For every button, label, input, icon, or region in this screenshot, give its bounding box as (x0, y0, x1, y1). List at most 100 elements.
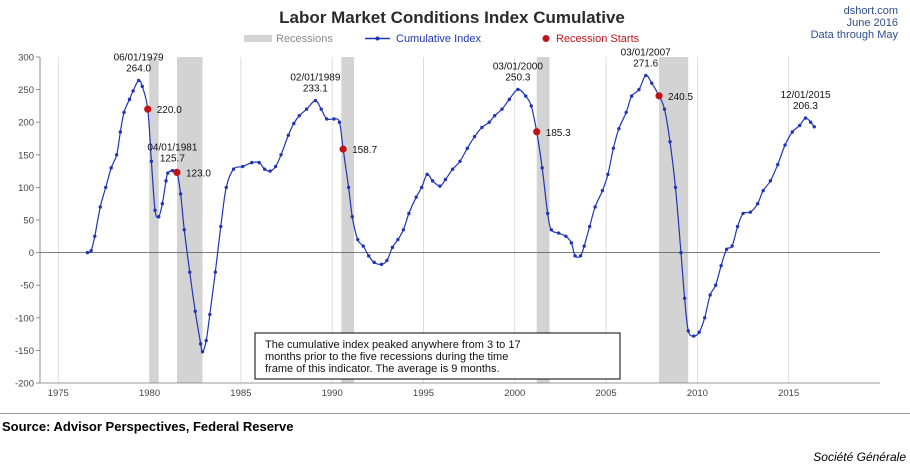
series-point (702, 316, 707, 320)
series-point (407, 211, 411, 216)
series-point (487, 120, 491, 124)
series-point (136, 78, 141, 83)
series-point (783, 143, 787, 147)
y-axis: -200 -150 -100 -50 0 50 100 150 200 250 300 (15, 53, 41, 390)
series-point (89, 248, 93, 253)
series-point (170, 168, 175, 173)
series-point (673, 185, 678, 190)
series-line-cumulative-index (87, 74, 815, 353)
series-point (450, 167, 455, 171)
series-point (224, 185, 228, 190)
legend-recession-starts-label: Recession Starts (556, 33, 640, 45)
series-point (629, 94, 634, 98)
annotation-date: 02/01/1989 (290, 73, 340, 84)
series-point (679, 250, 683, 255)
series-point (730, 244, 734, 248)
series-point (85, 250, 90, 255)
credit-text: Société Générale (813, 450, 906, 464)
series-point (319, 107, 323, 111)
x-tick-label: 1990 (322, 388, 343, 399)
annotation-date: 03/01/2007 (621, 48, 671, 59)
series-point (279, 153, 283, 157)
series-point (208, 312, 212, 317)
series-point (160, 202, 165, 206)
series-point (735, 224, 740, 229)
series-point (219, 224, 223, 229)
series-point (443, 177, 448, 182)
series-point (686, 329, 690, 333)
note-line-2: months prior to the five recessions duri… (265, 351, 508, 363)
x-tick-label: 2000 (504, 388, 525, 399)
series-point (500, 107, 504, 111)
y-tick-label: -100 (15, 313, 34, 324)
series-point (166, 171, 170, 175)
series-point (98, 205, 102, 209)
legend-recession-swatch (244, 35, 272, 42)
series-point (292, 121, 296, 126)
series-point (188, 270, 192, 274)
note-box-border (254, 332, 621, 380)
series-point (240, 164, 245, 169)
annotation-recession-value: 220.0 (157, 105, 182, 116)
annotation-value: 206.3 (793, 101, 818, 112)
series-point (140, 84, 144, 89)
source-text: Source: Advisor Perspectives, Federal Re… (2, 419, 294, 434)
legend-recessions-label: Recessions (276, 33, 333, 45)
recession-start-marker-5 (655, 92, 663, 100)
series-point (401, 228, 406, 232)
series-point (524, 94, 528, 98)
series-point (385, 258, 389, 263)
series-point (131, 89, 135, 93)
recession-band-5 (659, 57, 689, 383)
legend: Recessions Cumulative Index Recession St… (244, 33, 640, 45)
series-point (768, 179, 773, 183)
note-line-3: frame of this indicator. The average is … (265, 363, 500, 375)
series-point (529, 104, 533, 108)
annotation-date: 04/01/1981 (147, 143, 197, 154)
x-tick-label: 1985 (230, 388, 251, 399)
recession-start-marker-4 (533, 128, 541, 136)
annotation-value: 233.1 (303, 84, 328, 95)
y-tick-label: -150 (15, 346, 34, 357)
series-point (761, 188, 765, 193)
series-point (662, 107, 667, 111)
series-point (337, 120, 342, 124)
series-point (346, 185, 351, 190)
series-point (540, 166, 544, 170)
series-point (593, 205, 597, 209)
series-point (396, 237, 400, 242)
series-point (118, 130, 123, 134)
y-tick-label: 250 (18, 85, 34, 96)
series-point (458, 159, 462, 164)
series-point (324, 117, 329, 121)
series-point (268, 169, 272, 173)
series-point (178, 192, 183, 196)
x-tick-label: 1975 (48, 388, 69, 399)
series-point (286, 133, 291, 137)
annotation-recession-value: 158.7 (352, 145, 377, 156)
series-point (564, 234, 568, 238)
annotation-recession-value: 240.5 (668, 92, 693, 103)
chart-frame: 06/01/1979 264.0 220.0 04/01/1981 125.7 123.0… (14, 5, 899, 399)
y-tick-label: 150 (18, 150, 34, 161)
series-point (637, 87, 641, 92)
series-point (569, 241, 574, 245)
series-point (790, 130, 795, 134)
recession-band-4 (536, 57, 550, 383)
series-point (350, 215, 354, 219)
annotation-value: 250.3 (505, 72, 530, 83)
recession-start-markers (144, 92, 663, 177)
annotation-value: 271.6 (633, 59, 658, 70)
series-point (204, 338, 208, 343)
series-point (93, 234, 97, 238)
series-point (156, 215, 161, 219)
y-tick-label: 0 (29, 248, 34, 259)
y-tick-label: -200 (15, 379, 34, 390)
footer-divider (0, 413, 910, 414)
series-point (372, 260, 376, 265)
y-tick-label: 100 (18, 183, 34, 194)
series-point (127, 97, 132, 102)
series-point (366, 254, 371, 258)
series-point (257, 160, 261, 165)
